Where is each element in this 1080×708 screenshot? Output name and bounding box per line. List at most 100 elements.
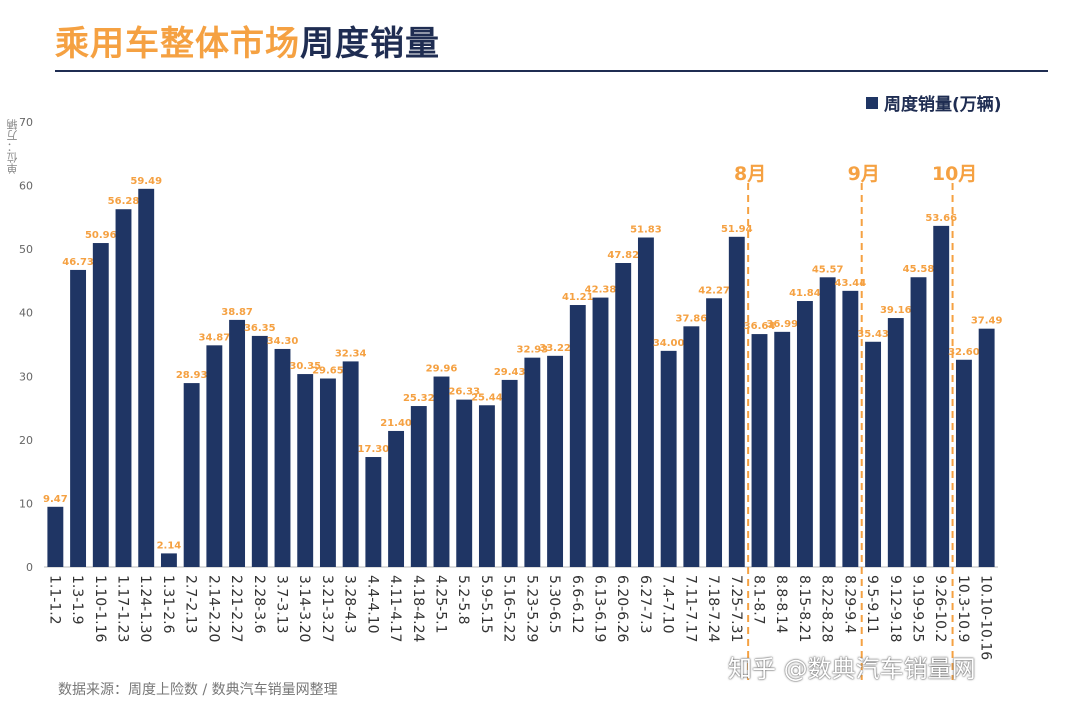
data-label: 21.40 (380, 418, 412, 429)
data-label: 46.73 (62, 257, 94, 268)
bar (592, 297, 609, 567)
category-label: 6.13-6.19 (592, 575, 608, 642)
title-part2: 周度销量 (300, 24, 440, 64)
data-label: 32.34 (335, 348, 367, 359)
data-label: 9.47 (43, 494, 68, 505)
bar (706, 298, 723, 567)
bar (955, 359, 972, 567)
month-marker-label: 9月 (848, 163, 880, 185)
category-label: 8.15-8.21 (796, 575, 812, 642)
data-label: 36.64 (744, 321, 776, 332)
data-label: 47.82 (607, 250, 639, 261)
category-label: 6.27-7.3 (637, 575, 653, 634)
y-tick-label: 20 (19, 434, 33, 447)
bar (115, 209, 132, 567)
data-label: 25.44 (471, 392, 503, 403)
bar (637, 237, 654, 568)
data-label: 45.57 (812, 264, 844, 275)
data-label: 45.58 (903, 264, 935, 275)
chart-legend: 周度销量(万辆) (866, 90, 1002, 115)
category-label: 4.18-4.24 (410, 575, 426, 642)
data-label: 42.38 (585, 285, 617, 296)
data-label: 32.60 (948, 347, 980, 358)
category-label: 1.10-1.16 (92, 575, 108, 642)
category-label: 5.16-5.22 (501, 575, 517, 642)
source-note: 数据来源：周度上险数 / 数典汽车销量网整理 (58, 682, 338, 698)
category-label: 1.3-1.9 (69, 575, 85, 625)
month-marker-label: 8月 (734, 163, 766, 185)
category-label: 3.14-3.20 (296, 575, 312, 642)
bar (274, 348, 291, 567)
legend-swatch (866, 96, 878, 109)
category-label: 1.1-1.2 (46, 575, 62, 625)
bar (683, 326, 700, 567)
bar (615, 263, 632, 567)
bar (410, 406, 427, 567)
y-tick-label: 40 (19, 307, 33, 320)
y-tick-label: 70 (19, 116, 33, 129)
data-label: 39.16 (880, 305, 912, 316)
bar (569, 305, 586, 567)
bar (92, 243, 109, 568)
data-label: 37.86 (676, 313, 708, 324)
category-label: 4.11-4.17 (387, 575, 403, 642)
title-part1: 乘用车整体市场 (55, 24, 300, 64)
bar (501, 379, 518, 567)
data-label: 34.00 (653, 338, 685, 349)
category-label: 2.28-3.6 (251, 575, 267, 634)
data-label: 26.33 (448, 387, 480, 398)
bar (887, 318, 904, 567)
category-label: 5.30-6.5 (546, 575, 562, 634)
bar (319, 378, 336, 567)
bar (297, 374, 314, 567)
data-label: 2.14 (157, 540, 182, 551)
data-label: 33.22 (539, 343, 571, 354)
data-label: 35.43 (857, 329, 889, 340)
bar (183, 383, 200, 567)
category-label: 8.29-9.4 (841, 575, 857, 634)
category-label: 4.4-4.10 (364, 575, 380, 634)
category-label: 7.4-7.10 (660, 575, 676, 634)
category-label: 5.2-5.8 (455, 575, 471, 625)
data-label: 51.83 (630, 225, 662, 236)
category-label: 9.12-9.18 (887, 575, 903, 642)
category-label: 2.21-2.27 (228, 575, 244, 642)
bar (660, 350, 677, 567)
category-label: 9.5-9.11 (864, 575, 880, 634)
data-label: 32.93 (517, 345, 549, 356)
category-label: 3.7-3.13 (274, 575, 290, 634)
data-label: 41.21 (562, 292, 594, 303)
category-label: 9.26-10.2 (932, 575, 948, 642)
data-label: 36.35 (244, 323, 276, 334)
bar (865, 341, 882, 567)
category-label: 2.7-2.13 (183, 575, 199, 634)
category-label: 6.20-6.26 (614, 575, 630, 642)
chart-title: 乘用车整体市场周度销量 (55, 16, 440, 65)
data-label: 59.49 (130, 176, 162, 187)
bar (547, 355, 564, 567)
category-label: 8.8-8.14 (773, 575, 789, 634)
data-label: 38.87 (221, 307, 253, 318)
data-label: 34.87 (199, 332, 231, 343)
data-label: 17.30 (358, 444, 390, 455)
bar (138, 188, 155, 567)
bar (70, 269, 87, 567)
data-label: 53.66 (925, 213, 957, 224)
category-label: 7.11-7.17 (682, 575, 698, 642)
y-tick-label: 60 (19, 180, 33, 193)
category-label: 8.1-8.7 (751, 575, 767, 625)
title-underline (55, 70, 1048, 72)
bar (842, 290, 859, 567)
data-label: 30.35 (289, 361, 321, 372)
bar (433, 376, 450, 567)
data-label: 41.84 (789, 288, 821, 299)
category-label: 4.25-5.1 (433, 575, 449, 634)
bar (819, 277, 836, 567)
bar (796, 301, 813, 567)
bar (365, 457, 382, 567)
data-label: 56.28 (108, 196, 140, 207)
month-marker-label: 10月 (932, 163, 977, 185)
data-label: 37.49 (971, 316, 1003, 327)
data-label: 42.27 (698, 285, 730, 296)
